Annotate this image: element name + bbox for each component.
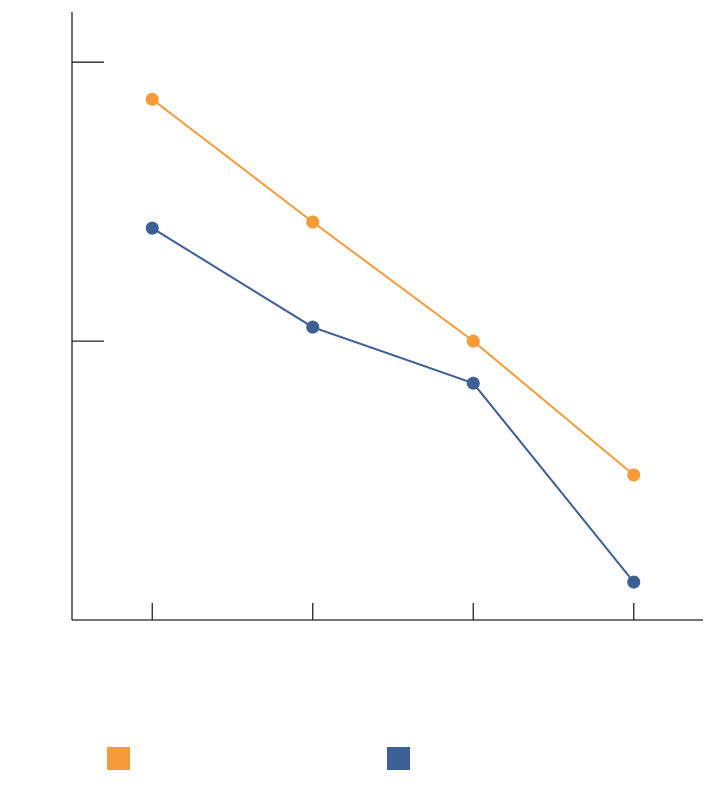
series-line (151, 98, 635, 476)
series-line (151, 227, 635, 583)
data-point (306, 215, 320, 229)
legend-swatch (387, 747, 410, 770)
data-point (466, 334, 480, 348)
data-point (627, 468, 641, 482)
data-point (306, 320, 320, 334)
legend-swatch (107, 747, 130, 770)
data-point (627, 575, 641, 589)
data-point (145, 92, 159, 106)
data-point (145, 221, 159, 235)
data-point (466, 376, 480, 390)
